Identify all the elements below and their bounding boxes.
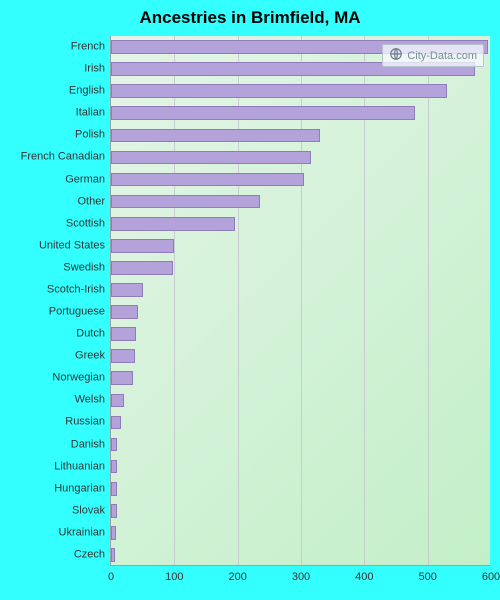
y-tick-label: Ukrainian xyxy=(59,527,105,538)
bar xyxy=(111,526,116,540)
bar xyxy=(111,371,133,385)
bar xyxy=(111,195,260,209)
y-tick-label: German xyxy=(65,174,105,185)
y-tick-label: Danish xyxy=(71,439,105,450)
y-tick-label: United States xyxy=(39,240,105,251)
y-tick-label: Norwegian xyxy=(52,373,105,384)
y-tick-label: Slovak xyxy=(72,505,105,516)
bar xyxy=(111,173,304,187)
y-tick-label: Greek xyxy=(75,351,105,362)
chart-plot-area: 0100200300400500600FrenchIrishEnglishIta… xyxy=(110,36,490,566)
y-tick-label: Welsh xyxy=(75,395,105,406)
y-tick-label: Swedish xyxy=(63,262,105,273)
bar xyxy=(111,394,124,408)
y-tick-label: Portuguese xyxy=(49,307,105,318)
y-tick-label: Hungarian xyxy=(54,483,105,494)
bar xyxy=(111,239,174,253)
bar xyxy=(111,460,117,474)
x-tick-label: 100 xyxy=(165,571,183,583)
gridline xyxy=(428,36,429,565)
y-tick-label: Scottish xyxy=(66,218,105,229)
y-tick-label: Italian xyxy=(76,108,105,119)
bar xyxy=(111,129,320,143)
bar xyxy=(111,106,415,120)
x-tick-label: 600 xyxy=(482,571,500,583)
bar xyxy=(111,261,173,275)
bar xyxy=(111,548,115,562)
y-tick-label: English xyxy=(69,86,105,97)
chart-title: Ancestries in Brimfield, MA xyxy=(0,8,500,28)
bar xyxy=(111,217,235,231)
bar xyxy=(111,504,117,518)
watermark-badge: City-Data.com xyxy=(382,44,484,67)
y-tick-label: French xyxy=(71,42,105,53)
bar xyxy=(111,349,135,363)
gridline xyxy=(491,36,492,565)
bar xyxy=(111,482,117,496)
page-root: Ancestries in Brimfield, MA 010020030040… xyxy=(0,0,500,600)
watermark-text: City-Data.com xyxy=(407,50,477,62)
y-tick-label: Lithuanian xyxy=(54,461,105,472)
y-tick-label: Dutch xyxy=(76,329,105,340)
x-tick-label: 400 xyxy=(355,571,373,583)
y-tick-label: Polish xyxy=(75,130,105,141)
x-tick-label: 300 xyxy=(292,571,310,583)
bar xyxy=(111,84,447,98)
y-tick-label: Scotch-Irish xyxy=(47,284,105,295)
y-tick-label: Russian xyxy=(65,417,105,428)
x-tick-label: 200 xyxy=(228,571,246,583)
bar xyxy=(111,438,117,452)
y-tick-label: Irish xyxy=(84,64,105,75)
bar xyxy=(111,151,311,165)
bar xyxy=(111,416,121,430)
bar xyxy=(111,305,138,319)
globe-icon xyxy=(389,47,403,64)
x-tick-label: 0 xyxy=(108,571,114,583)
y-tick-label: French Canadian xyxy=(21,152,105,163)
y-tick-label: Other xyxy=(77,196,105,207)
y-tick-label: Czech xyxy=(74,549,105,560)
x-tick-label: 500 xyxy=(418,571,436,583)
bar xyxy=(111,327,136,341)
bar xyxy=(111,283,143,297)
